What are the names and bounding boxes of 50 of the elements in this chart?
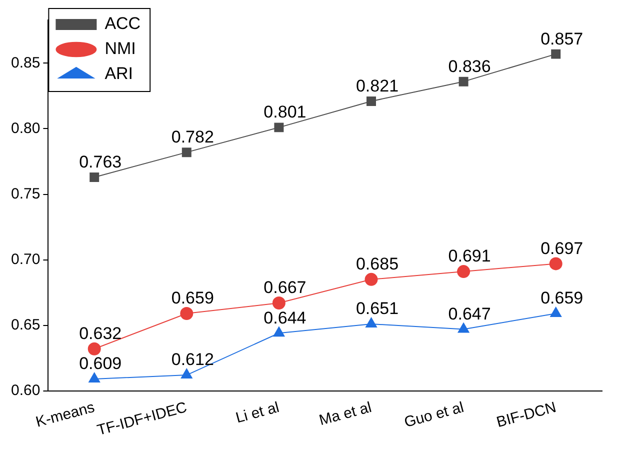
y-tick-label: 0.75 [10, 185, 40, 202]
point [88, 372, 100, 382]
data-label: 0.647 [448, 304, 491, 324]
point [550, 306, 562, 317]
data-label: 0.782 [171, 128, 214, 147]
point [182, 148, 192, 158]
data-label: 0.691 [448, 246, 491, 266]
x-tick-label: BIF-DCN [494, 398, 558, 432]
data-label: 0.651 [356, 299, 399, 318]
data-label: 0.857 [540, 29, 584, 48]
point [273, 326, 285, 337]
data-label: 0.644 [264, 308, 306, 328]
x-tick-label: Ma et al [317, 398, 374, 430]
data-label: 0.836 [448, 56, 491, 76]
point [180, 368, 192, 379]
point [90, 172, 100, 182]
y-tick-label: 0.65 [10, 316, 40, 334]
data-label: 0.697 [540, 238, 584, 258]
point [180, 306, 194, 320]
legend-label: ARI [104, 64, 134, 84]
point [272, 296, 286, 310]
y-tick-label: 0.85 [10, 54, 40, 72]
point [88, 342, 101, 356]
data-label: 0.685 [356, 254, 399, 274]
y-tick-label: 0.70 [10, 250, 40, 268]
y-tick-label: 0.60 [10, 382, 40, 399]
point [551, 49, 561, 59]
y-tick-label: 0.80 [10, 120, 40, 137]
point [364, 272, 378, 286]
data-label: 0.763 [79, 152, 122, 172]
point [458, 76, 468, 86]
data-label: 0.632 [79, 324, 122, 344]
x-tick-label: Li et al [234, 398, 282, 427]
data-label: 0.659 [540, 288, 584, 308]
legend-label: NMI [104, 39, 136, 58]
x-tick-label: K-means [34, 398, 96, 431]
point [366, 317, 377, 328]
point [458, 322, 470, 333]
data-label: 0.667 [264, 278, 306, 298]
legend-label: ACC [104, 14, 141, 34]
data-label: 0.821 [356, 76, 399, 96]
data-label: 0.609 [79, 354, 122, 374]
point [549, 257, 562, 270]
data-label: 0.659 [171, 288, 214, 308]
point [274, 122, 284, 132]
data-label: 0.801 [264, 102, 306, 122]
x-tick-label: Guo et al [402, 398, 466, 432]
point [457, 265, 470, 278]
data-label: 0.612 [171, 350, 214, 370]
point [366, 96, 376, 106]
